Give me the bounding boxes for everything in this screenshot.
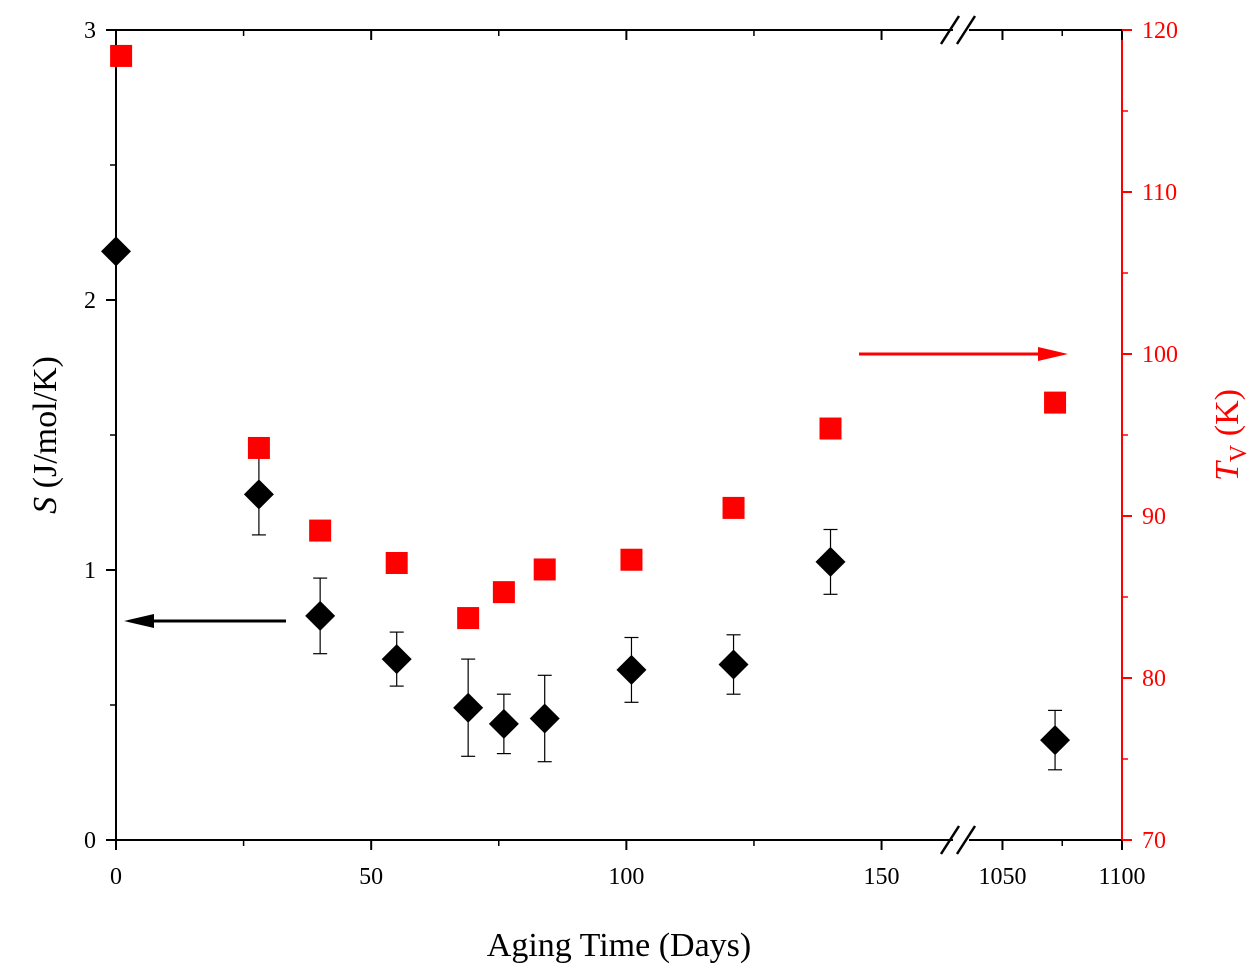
- entropy-diamond-point: [529, 703, 560, 734]
- axis-break-slash: [955, 825, 977, 855]
- y-left-title-unit: (J/mol/K): [27, 356, 64, 497]
- right-axis-arrow-head: [1038, 347, 1068, 361]
- x-tick-label: 0: [110, 864, 122, 890]
- y-left-tick-label: 2: [84, 288, 96, 314]
- tv-square-point: [492, 581, 515, 604]
- entropy-diamond-point: [381, 644, 412, 675]
- axis-break-slash: [939, 825, 961, 855]
- entropy-diamond-point: [616, 654, 647, 685]
- y-left-tick-label: 1: [84, 558, 96, 584]
- error-bars: [251, 453, 1063, 771]
- x-tick-label: 150: [864, 864, 900, 890]
- axis-break-slash: [955, 15, 977, 45]
- tv-square-point: [385, 551, 408, 574]
- axis-ticks: [106, 29, 1132, 850]
- tick-labels: 0 50 100 150 1050 1100 0 1 2 3 70 80 90 100 110 120: [84, 18, 1178, 890]
- x-axis-title: Aging Time (Days): [487, 927, 751, 964]
- y-right-tick-label: 100: [1142, 342, 1178, 368]
- x-tick-label: 1050: [978, 864, 1026, 890]
- entropy-diamond-point: [101, 236, 131, 267]
- entropy-diamond-point: [305, 600, 336, 631]
- y-right-title-unit: (K): [1209, 389, 1246, 445]
- axis-break-marks: [939, 15, 977, 855]
- y-right-title-subscript: V: [1226, 444, 1252, 462]
- annotation-arrows: [124, 347, 1068, 628]
- x-tick-label: 50: [359, 864, 383, 890]
- x-tick-label: 100: [608, 864, 644, 890]
- entropy-diamond-point: [1040, 725, 1071, 756]
- data-points: [101, 44, 1071, 756]
- y-right-axis-title: TV (K): [1209, 389, 1252, 481]
- tv-square-point: [533, 558, 556, 581]
- y-right-tick-label: 90: [1142, 504, 1166, 530]
- tv-square-point: [247, 436, 270, 459]
- axis-break-slash: [939, 15, 961, 45]
- y-left-axis-title: S (J/mol/K): [27, 356, 64, 514]
- y-right-tick-label: 110: [1142, 180, 1177, 206]
- entropy-diamond-point: [243, 479, 274, 510]
- entropy-diamond-point: [453, 692, 484, 723]
- tv-square-point: [722, 496, 745, 519]
- plot-frame: [115, 29, 1123, 841]
- left-axis-arrow-head: [124, 614, 154, 628]
- tv-square-point: [110, 44, 133, 67]
- y-right-tick-label: 120: [1142, 18, 1178, 44]
- y-left-tick-label: 3: [84, 18, 96, 44]
- x-tick-label: 1100: [1098, 864, 1145, 890]
- tv-square-point: [309, 519, 332, 542]
- tv-square-point: [1044, 391, 1067, 414]
- y-left-tick-label: 0: [84, 828, 96, 854]
- y-right-title-symbol: T: [1209, 460, 1246, 481]
- entropy-diamond-point: [488, 708, 519, 739]
- tv-square-point: [819, 417, 842, 440]
- y-right-tick-label: 80: [1142, 666, 1166, 692]
- tv-square-point: [457, 607, 480, 630]
- entropy-diamond-point: [718, 649, 749, 680]
- y-left-title-symbol: S: [27, 497, 64, 514]
- tv-square-point: [620, 548, 643, 571]
- minor-ticks: [110, 30, 1128, 846]
- y-right-tick-label: 70: [1142, 828, 1166, 854]
- entropy-diamond-point: [815, 546, 846, 577]
